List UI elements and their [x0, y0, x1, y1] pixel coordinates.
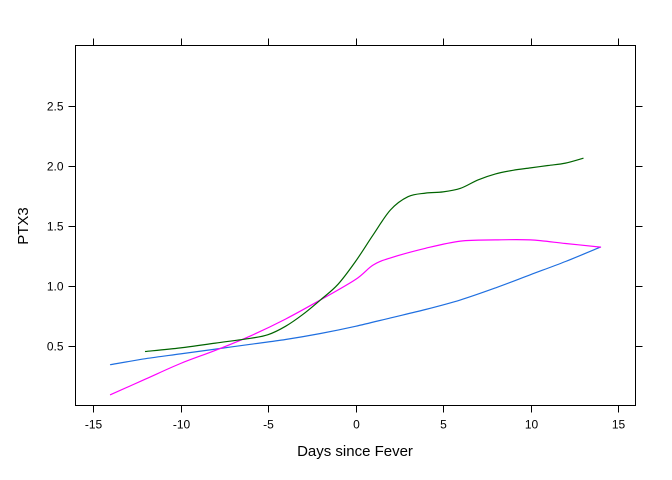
axis-ticks: [68, 38, 643, 413]
series-line-1: [109, 246, 602, 366]
series-line-2: [109, 238, 602, 396]
x-tick-label: 0: [353, 418, 360, 432]
y-tick-label: 2.0: [47, 160, 64, 174]
x-tick-label: 10: [525, 418, 539, 432]
x-axis-title: Days since Fever: [297, 443, 413, 460]
y-axis-title: PTX3: [15, 207, 32, 245]
x-tick-label: -5: [263, 418, 274, 432]
x-tick-label: -10: [173, 418, 191, 432]
x-tick-label: 15: [612, 418, 626, 432]
axis-tick-labels: -15 -10 -5 0 5 10 15 0.5 1.0 1.5 2.0 2.5: [47, 100, 626, 432]
plot-frame: [75, 45, 636, 406]
x-tick-label: 5: [440, 418, 447, 432]
y-tick-label: 1.5: [47, 220, 64, 234]
x-tick-label: -15: [85, 418, 103, 432]
series-lines: [109, 157, 602, 396]
y-tick-label: 2.5: [47, 100, 64, 114]
y-tick-label: 0.5: [47, 340, 64, 354]
y-tick-label: 1.0: [47, 280, 64, 294]
series-line-3: [144, 157, 584, 353]
